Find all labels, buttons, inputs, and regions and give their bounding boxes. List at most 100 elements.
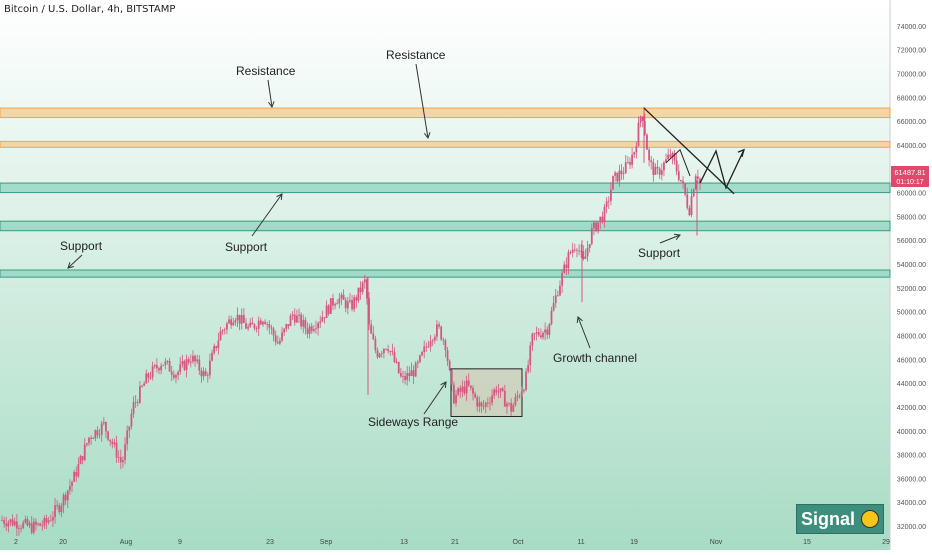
candle-body [580, 250, 583, 252]
candle-body [289, 315, 292, 326]
candle-body [340, 294, 343, 299]
candle-body [489, 402, 491, 404]
candle-body [694, 176, 697, 190]
x-tick-label: Aug [120, 539, 133, 546]
candle-body [531, 333, 534, 346]
candle-body [624, 162, 627, 174]
candle-body [92, 438, 95, 440]
candle-body [465, 380, 468, 394]
annotation-arrow [423, 381, 447, 415]
x-tick-label: 21 [451, 539, 459, 546]
candle-body [516, 395, 519, 398]
candle-body [353, 297, 356, 310]
candle-body [81, 456, 84, 461]
candle-body [408, 373, 411, 377]
annotation-arrow [67, 254, 83, 269]
candle-body [175, 375, 177, 378]
zones-layer [0, 107, 891, 278]
candle-body [607, 200, 610, 202]
candle-body [578, 250, 580, 252]
candle-body [576, 249, 578, 251]
candle-body [370, 324, 373, 334]
candle-body [368, 298, 370, 325]
candle-body [567, 252, 570, 269]
candle-body [279, 340, 281, 344]
candle-body [410, 370, 413, 377]
candle-body [637, 122, 640, 147]
candle-body [126, 430, 129, 445]
candle-body [416, 361, 419, 364]
x-tick-label: 9 [178, 539, 182, 546]
candle-body [147, 373, 150, 378]
candle-body [393, 352, 396, 362]
candle-body [43, 517, 46, 526]
x-ticks-layer: 2 20 Aug 9 23 Sep 13 21 Oct 11 19 Nov 15 29 [14, 539, 890, 546]
y-tick-label: 58000.00 [897, 214, 926, 221]
candle-body [298, 314, 300, 316]
candle-body [455, 394, 457, 404]
candle-body [382, 348, 385, 354]
candle-body [255, 328, 258, 329]
candle-body [595, 222, 597, 232]
y-tick-label: 32000.00 [897, 524, 926, 531]
candle-body [677, 171, 680, 180]
candle-body [402, 376, 404, 377]
support-zone [0, 182, 891, 194]
price-tag-background [891, 166, 929, 187]
candle-body [512, 404, 515, 412]
candle-body [194, 355, 196, 362]
x-tick-label: 2 [14, 539, 18, 546]
candle-body [262, 321, 264, 325]
candle-body [90, 437, 93, 439]
candle-body [5, 523, 8, 527]
candle-body [257, 320, 260, 329]
annotation-arrowhead [440, 381, 447, 389]
y-tick-label: 68000.00 [897, 95, 926, 102]
candle-body [667, 154, 670, 160]
y-tick-label: 72000.00 [897, 48, 926, 55]
support-zone [0, 269, 891, 278]
candle-body [357, 287, 360, 301]
annotation-arrowhead [276, 193, 283, 201]
candle-body [688, 207, 691, 216]
candle-body [94, 430, 97, 439]
candle-body [699, 178, 701, 183]
candle-body [58, 505, 61, 513]
candle-body [671, 153, 674, 157]
candle-body [209, 360, 211, 376]
signal-badge[interactable]: Signal [796, 504, 884, 534]
candle-body [285, 324, 288, 329]
price-tag-price: 61487.81 [894, 168, 925, 177]
candle-body [442, 339, 445, 341]
candle-body [635, 146, 638, 153]
candle-body [660, 170, 663, 175]
candle-body [559, 285, 561, 296]
candle-body [98, 434, 101, 436]
candle-body [20, 528, 22, 529]
candle-body [179, 364, 182, 372]
candle-body [582, 251, 585, 259]
candle-body [128, 426, 131, 431]
candle-body [696, 176, 699, 179]
candle-body [111, 441, 114, 445]
annotation-arrow [577, 316, 591, 349]
candle-body [185, 359, 188, 370]
y-axis-panel [890, 0, 932, 550]
candle-body [109, 439, 112, 442]
candle-body [378, 353, 381, 358]
candle-body [535, 332, 538, 334]
y-tick-label: 60000.00 [897, 191, 926, 198]
resistance-zone [0, 107, 891, 119]
candle-body [83, 444, 86, 461]
candle-body [503, 390, 506, 407]
candle-body [119, 457, 122, 463]
candle-body [71, 481, 73, 487]
candle-body [690, 196, 693, 216]
candle-body [302, 319, 305, 327]
candle-body [556, 295, 559, 297]
candle-body [259, 320, 262, 325]
candle-body [281, 332, 283, 341]
candle-body [28, 523, 31, 526]
